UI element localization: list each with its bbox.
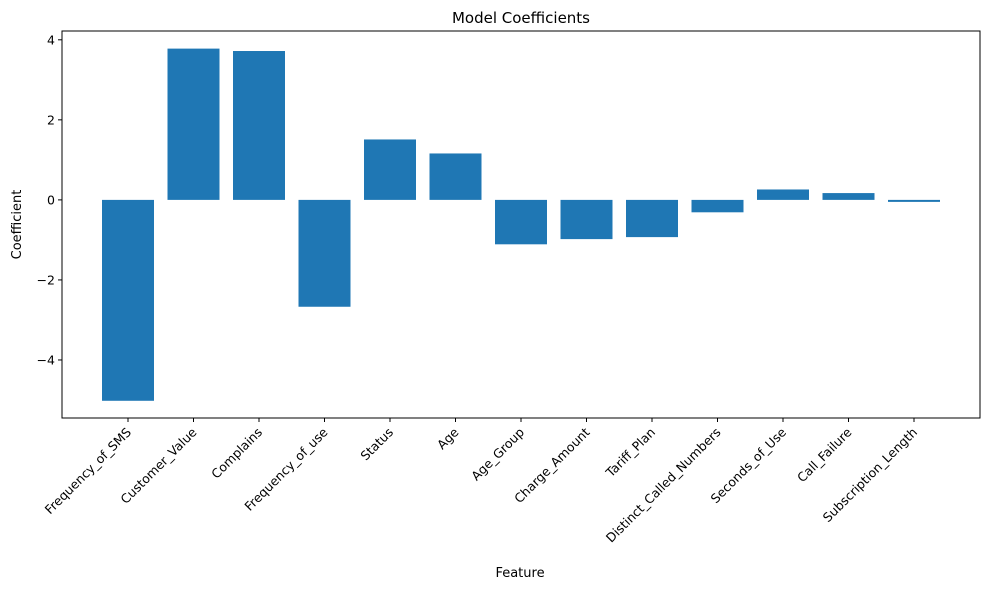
x-tick-label: Distinct_Called_Numbers: [603, 425, 724, 546]
y-tick-label: 2: [47, 112, 55, 127]
bar-age: [429, 153, 482, 200]
bar-status: [364, 139, 416, 200]
bar-subscription-length: [888, 199, 940, 202]
y-tick-label: −4: [37, 352, 55, 367]
y-tick-label: 0: [47, 192, 55, 207]
bar-seconds-of-use: [757, 189, 809, 200]
x-tick-label: Frequency_of_SMS: [42, 424, 135, 517]
bars-group: [102, 48, 940, 401]
x-tick-label: Age: [434, 424, 462, 452]
chart-title: Model Coefficients: [452, 9, 590, 27]
x-tick-label: Complains: [208, 425, 265, 482]
x-tick-label: Status: [357, 425, 396, 464]
bar-age-group: [495, 199, 547, 245]
y-axis-label: Coefficient: [10, 190, 25, 260]
x-tick-label: Call_Failure: [794, 424, 855, 485]
bar-charge-amount: [560, 199, 613, 240]
y-tick-label: 4: [47, 32, 55, 47]
bar-frequency-of-sms: [102, 199, 154, 401]
bar-distinct-called-numbers: [691, 199, 744, 213]
bar-complains: [233, 51, 285, 200]
bar-call-failure: [822, 193, 875, 200]
x-tick-label: Age_Group: [468, 424, 527, 483]
y-tick-label: −2: [37, 272, 55, 287]
bar-customer-value: [167, 48, 220, 200]
bar-tariff-plan: [626, 199, 678, 238]
y-axis: −4 −2 0 2 4: [37, 32, 62, 367]
bar-frequency-of-use: [298, 199, 351, 307]
x-tick-label: Tariff_Plan: [602, 425, 658, 481]
x-axis-label: Feature: [495, 566, 544, 581]
